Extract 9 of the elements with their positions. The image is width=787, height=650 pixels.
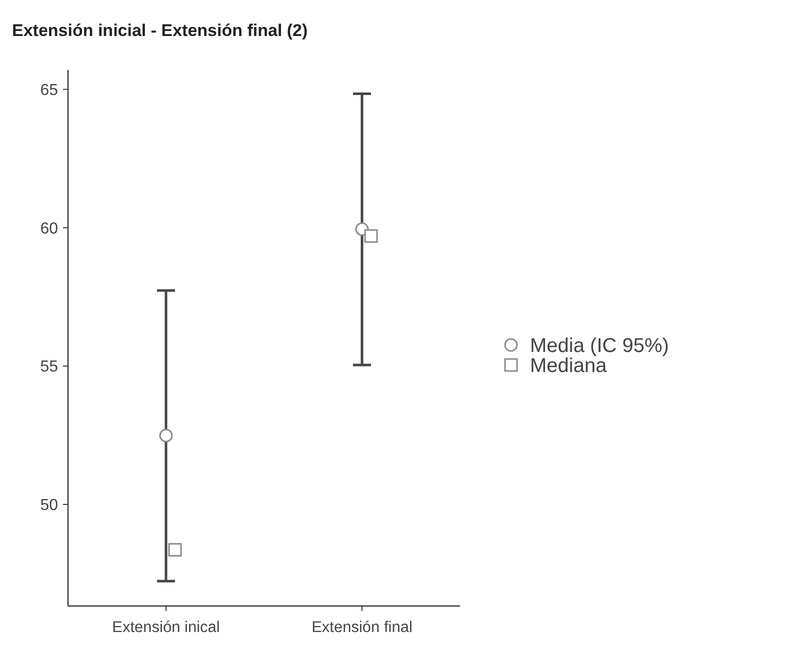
legend-label: Media (IC 95%) xyxy=(530,335,669,357)
y-tick-label: 60 xyxy=(40,220,58,238)
chart-title: Extensión inicial - Extensión final (2) xyxy=(12,21,308,40)
y-tick-label: 50 xyxy=(40,497,58,514)
x-tick-label: Extensión final xyxy=(312,619,412,636)
y-tick-label: 65 xyxy=(40,82,58,99)
y-tick-label: 55 xyxy=(40,358,58,376)
x-tick-label: Extensión inical xyxy=(112,619,220,636)
legend-label: Mediana xyxy=(530,355,608,377)
